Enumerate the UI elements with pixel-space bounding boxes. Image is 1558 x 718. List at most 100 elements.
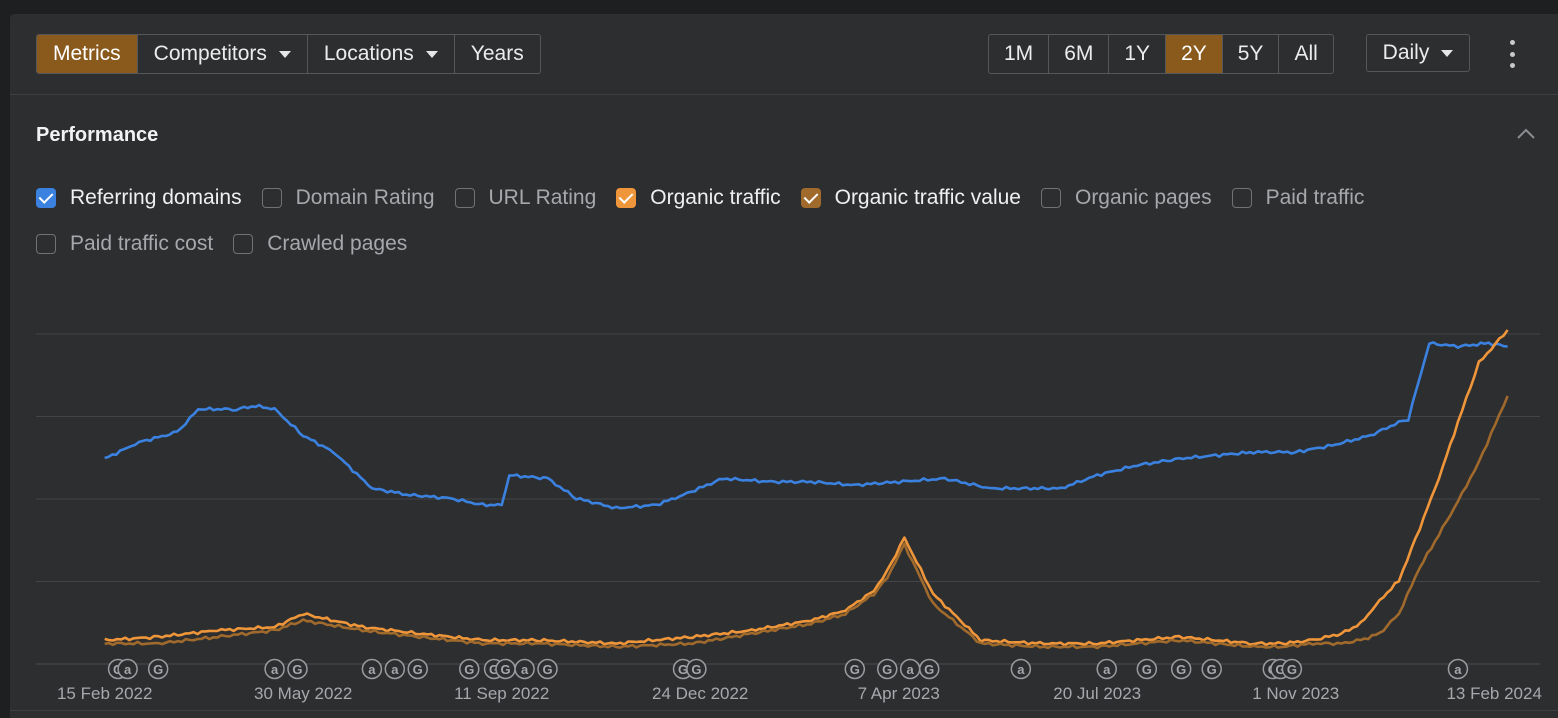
tab-metrics[interactable]: Metrics bbox=[37, 35, 137, 73]
metric-toggle-paid-traffic-cost[interactable]: Paid traffic cost bbox=[36, 232, 213, 256]
checkbox-unchecked-icon[interactable] bbox=[36, 234, 56, 254]
annotation-google-update-icon[interactable]: G bbox=[1170, 658, 1192, 680]
annotation-ahrefs-note-icon[interactable]: a bbox=[1010, 658, 1032, 680]
svg-text:G: G bbox=[1207, 662, 1217, 677]
annotation-ahrefs-note-icon[interactable]: a bbox=[1447, 658, 1469, 680]
checkbox-unchecked-icon[interactable] bbox=[233, 234, 254, 254]
metric-label: Referring domains bbox=[70, 186, 242, 209]
x-tick-label: 24 Dec 2022 bbox=[652, 684, 748, 703]
metric-toggle-organic-traffic-value[interactable]: Organic traffic value bbox=[800, 186, 1021, 210]
svg-text:G: G bbox=[1142, 662, 1152, 677]
tab-locations[interactable]: Locations bbox=[306, 35, 454, 73]
svg-text:G: G bbox=[153, 662, 163, 677]
checkbox-unchecked-icon[interactable] bbox=[1231, 188, 1252, 208]
checkbox-unchecked-icon[interactable] bbox=[1040, 188, 1061, 208]
performance-chart: GaGaGaaGGGGaGGGGGaGaaGGGGGGa15 Feb 20223… bbox=[36, 329, 1542, 703]
metric-toggle-crawled-pages[interactable]: Crawled pages bbox=[233, 232, 407, 256]
svg-text:G: G bbox=[1287, 662, 1297, 677]
checkbox-checked-icon[interactable] bbox=[616, 188, 637, 208]
annotation-google-update-icon[interactable]: G bbox=[459, 658, 480, 680]
checkbox-checked-icon[interactable] bbox=[800, 188, 821, 208]
annotation-ahrefs-note-icon[interactable]: a bbox=[514, 658, 535, 680]
svg-text:a: a bbox=[907, 662, 915, 677]
kebab-menu-icon[interactable] bbox=[1506, 40, 1518, 68]
annotation-google-update-icon[interactable]: G bbox=[407, 658, 428, 680]
svg-text:a: a bbox=[391, 662, 399, 677]
date-range-selector: 1M 6M 1Y 2Y 5Y All bbox=[988, 34, 1334, 74]
metric-label: Crawled pages bbox=[267, 232, 408, 255]
svg-text:G: G bbox=[850, 662, 860, 677]
chart-toolbar: Metrics Competitors Locations Years 1M 6M 1Y 2… bbox=[10, 14, 1558, 95]
metric-toggle-organic-traffic[interactable]: Organic traffic bbox=[616, 186, 781, 210]
range-6m[interactable]: 6M bbox=[1048, 35, 1108, 73]
series-line-organic-traffic-value bbox=[104, 395, 1509, 650]
annotation-google-update-icon[interactable]: G bbox=[918, 658, 940, 680]
performance-panel: Metrics Competitors Locations Years 1M 6M 1Y 2… bbox=[10, 14, 1558, 718]
svg-text:a: a bbox=[521, 662, 529, 677]
metric-label: Paid traffic cost bbox=[70, 232, 214, 255]
annotation-google-update-icon[interactable]: G bbox=[537, 658, 558, 680]
metric-label: Organic pages bbox=[1074, 186, 1212, 209]
svg-text:a: a bbox=[1103, 662, 1111, 677]
metric-toggle-url-rating[interactable]: URL Rating bbox=[454, 186, 596, 210]
metric-toggle-domain-rating[interactable]: Domain Rating bbox=[261, 186, 435, 210]
annotation-google-update-icon[interactable]: G bbox=[495, 658, 516, 680]
metric-toggles-row-2: Paid traffic cost Crawled pages bbox=[36, 232, 427, 256]
annotation-ahrefs-note-icon[interactable]: a bbox=[361, 658, 383, 680]
granularity-label: Daily bbox=[1382, 41, 1430, 64]
svg-text:G: G bbox=[542, 662, 552, 677]
metric-label: Organic traffic bbox=[650, 186, 781, 209]
divider bbox=[10, 710, 1558, 711]
annotation-ahrefs-note-icon[interactable]: a bbox=[1096, 658, 1117, 680]
granularity-dropdown[interactable]: Daily bbox=[1366, 34, 1470, 72]
annotation-google-update-icon[interactable]: G bbox=[876, 658, 898, 680]
annotation-ahrefs-note-icon[interactable]: a bbox=[264, 658, 285, 680]
range-2y[interactable]: 2Y bbox=[1165, 35, 1222, 73]
annotation-google-update-icon[interactable]: G bbox=[686, 658, 707, 680]
x-tick-label: 11 Sep 2022 bbox=[454, 684, 549, 703]
svg-text:G: G bbox=[882, 662, 892, 677]
svg-text:G: G bbox=[691, 662, 701, 677]
checkbox-unchecked-icon[interactable] bbox=[261, 188, 282, 208]
x-tick-label: 30 May 2022 bbox=[254, 684, 352, 703]
annotation-google-update-icon[interactable]: G bbox=[1201, 658, 1222, 680]
annotation-ahrefs-note-icon[interactable]: a bbox=[384, 658, 406, 680]
annotation-google-update-icon[interactable]: G bbox=[1281, 658, 1303, 680]
annotation-google-update-icon[interactable]: G bbox=[844, 658, 866, 680]
metric-toggle-organic-pages[interactable]: Organic pages bbox=[1040, 186, 1212, 210]
tab-label: Metrics bbox=[53, 42, 121, 65]
metric-toggle-referring-domains[interactable]: Referring domains bbox=[36, 186, 242, 210]
svg-text:a: a bbox=[271, 662, 279, 677]
tab-label: Years bbox=[470, 42, 524, 65]
series-line-referring-domains bbox=[104, 341, 1508, 510]
range-all[interactable]: All bbox=[1278, 35, 1332, 73]
caret-down-icon bbox=[425, 50, 438, 58]
svg-text:G: G bbox=[500, 662, 510, 677]
x-tick-label: 15 Feb 2022 bbox=[57, 684, 152, 703]
svg-text:G: G bbox=[924, 662, 934, 677]
x-tick-label: 13 Feb 2024 bbox=[1446, 684, 1541, 703]
annotation-google-update-icon[interactable]: G bbox=[147, 658, 169, 680]
metric-toggles-row-1: Referring domains Domain Rating URL Rating… bbox=[36, 186, 1384, 210]
range-5y[interactable]: 5Y bbox=[1221, 35, 1279, 73]
range-1m[interactable]: 1M bbox=[1004, 42, 1034, 65]
annotation-google-update-icon[interactable]: G bbox=[287, 658, 308, 680]
view-tabs: Metrics Competitors Locations Years bbox=[36, 34, 541, 74]
chevron-up-icon[interactable] bbox=[1516, 126, 1536, 140]
tab-competitors[interactable]: Competitors bbox=[136, 35, 307, 73]
svg-text:G: G bbox=[413, 662, 423, 677]
metric-toggle-paid-traffic[interactable]: Paid traffic bbox=[1231, 186, 1364, 210]
svg-text:G: G bbox=[678, 662, 688, 677]
svg-text:G: G bbox=[1176, 662, 1186, 677]
annotation-ahrefs-note-icon[interactable]: a bbox=[899, 658, 921, 680]
metric-label: Domain Rating bbox=[295, 186, 435, 209]
checkbox-checked-icon[interactable] bbox=[36, 188, 56, 208]
annotation-ahrefs-note-icon[interactable]: a bbox=[117, 658, 138, 680]
tab-years[interactable]: Years bbox=[453, 35, 540, 73]
annotation-google-update-icon[interactable]: G bbox=[1136, 658, 1158, 680]
svg-text:a: a bbox=[1454, 662, 1462, 677]
checkbox-unchecked-icon[interactable] bbox=[454, 188, 475, 208]
range-1y[interactable]: 1Y bbox=[1108, 35, 1165, 73]
x-tick-label: 20 Jul 2023 bbox=[1053, 684, 1141, 703]
tab-label: Locations bbox=[323, 42, 414, 65]
